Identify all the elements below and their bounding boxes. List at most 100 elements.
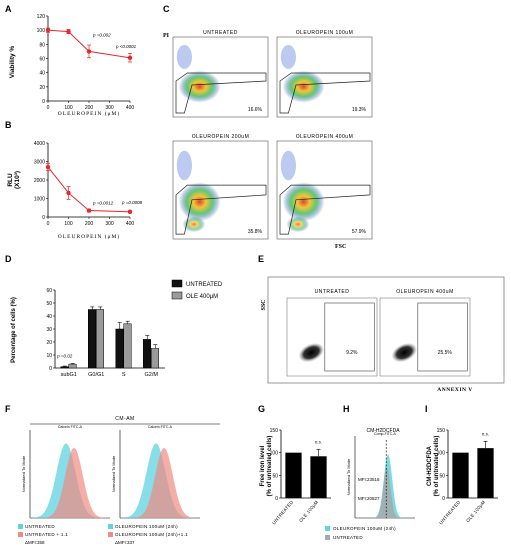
panel-label-E: E (258, 254, 264, 264)
panel-label-G: G (258, 404, 265, 414)
chart-c-plot: OLEUROPEIN 100uM 19.3% (276, 30, 373, 118)
chart-c-dot-cloud (282, 182, 325, 222)
chart-d-ytick-label: 30 (46, 327, 52, 333)
chart-f-title: CM-AM (115, 416, 134, 422)
chart-d-legend-label: UNTREATED (186, 282, 223, 288)
chart-e-plot-frame (379, 297, 471, 377)
chart-e-plot-frame (286, 297, 378, 377)
chart-e-ylabel: SSC (261, 299, 267, 310)
panel-label-B: B (5, 120, 12, 130)
chart-a-xtick-label: 100 (64, 105, 73, 111)
chart-a-ytick-label: 120 (37, 14, 46, 20)
chart-b-point (45, 164, 51, 170)
chart-h-mfi: MFI:23516 (358, 477, 380, 482)
chart-d-xtick-label: S (122, 372, 126, 378)
chart-a-series-line (47, 29, 131, 59)
chart-f-xlabel: Calcein FITC-A (148, 425, 173, 429)
chart-a-annotation: p =0.002 (92, 32, 111, 37)
chart-g-bar (285, 452, 302, 498)
chart-a-xtick-label: 400 (126, 105, 135, 111)
chart-a-xlabel: OLEUROPEIN (μM) (58, 110, 120, 117)
chart-b-xtick-label: 400 (126, 221, 135, 227)
chart-h-title: CM-H2DCFDA (366, 428, 400, 434)
chart-d-bar (123, 323, 132, 369)
chart-b: RLU (X10³) OLEUROPEIN (μM) 0100020003000… (7, 141, 143, 240)
chart-a-point (86, 49, 92, 54)
chart-b-annotation: p =0.0012 (92, 201, 114, 206)
chart-e-plot-title: UNTREATED (315, 289, 350, 295)
chart-i-ylabel: CM-H2DCFDA (427, 445, 433, 486)
chart-d-legend-swatch (171, 291, 183, 300)
chart-a-point (66, 29, 71, 34)
chart-d-ylabel: Percentage of cells (%) (11, 297, 17, 363)
chart-f-legend-delta: ΔMFI:337 (115, 540, 135, 545)
chart-h-ylabel: Normalized To Mode (346, 458, 351, 495)
chart-b-xtick-label: 200 (85, 221, 94, 227)
chart-e-plot-percent: 25.5% (438, 350, 453, 356)
chart-d-xtick-label: subG1 (61, 372, 77, 378)
chart-b-ytick-label: 2000 (34, 178, 45, 184)
chart-h-legend-swatch (325, 526, 330, 531)
chart-c-plot-percent: 35.8% (248, 229, 263, 235)
chart-i-ytick-label: 150 (437, 428, 446, 434)
chart-f-legend-label: OLEUROPEIN 100uM (24h) (115, 524, 178, 529)
chart-b-xtick-label: 0 (47, 221, 50, 227)
chart-b-ytick-label: 1000 (34, 197, 45, 203)
chart-d-ytick-label: 40 (46, 314, 52, 320)
chart-c-dot-cloud (176, 150, 192, 181)
chart-d-ytick-label: 10 (46, 353, 52, 359)
chart-f-legend-swatch (18, 524, 23, 529)
chart-f-legend-label: UNTREATED (25, 524, 55, 529)
chart-b-ytick-label: 0 (42, 215, 45, 221)
chart-d-bar (151, 348, 159, 369)
chart-c-plot: UNTREATED 16.6% (172, 30, 269, 118)
chart-d-legend-label: OLE 400μM (186, 294, 218, 300)
chart-f-legend-delta: ΔMFI:358 (25, 540, 45, 545)
chart-g-xtick-label: UNTREATED (271, 499, 294, 525)
chart-d-bar (60, 366, 69, 369)
chart-d-bar (143, 339, 151, 369)
chart-c-dot-cloud (178, 70, 221, 103)
chart-c-dot-cloud (182, 216, 206, 233)
chart-i-xtick-label: OLE 100μM (465, 499, 486, 523)
chart-h-hist-untreated (355, 467, 415, 518)
chart-i-ytick-label: 100 (437, 451, 446, 457)
chart-f-legend-swatch (108, 524, 113, 529)
chart-c-plot-title: OLEUROPEIN 400uM (296, 134, 353, 140)
chart-c-xlabel: FSC (335, 244, 346, 250)
chart-a-annotation: p <0.0001 (115, 44, 137, 49)
chart-h-legend-swatch (325, 535, 330, 540)
chart-b-ylabel: RLU (7, 173, 14, 187)
chart-b-annotation: p =0.0008 (121, 200, 143, 205)
chart-e-density (391, 342, 418, 363)
chart-d-xtick-label: G2/M (145, 372, 159, 378)
chart-g: Free iron level (% of untreated cells) 0… (260, 428, 331, 526)
chart-c-gate (175, 72, 267, 114)
chart-c: PI FSC UNTREATED 16.6% OLEUROPEIN 100uM 19.… (163, 30, 373, 250)
chart-d-bar (115, 328, 124, 369)
chart-a-ytick-label: 0 (42, 99, 45, 105)
chart-a: Viability % OLEUROPEIN (μM) 0 20 40 60 80 100… (9, 14, 137, 117)
chart-i-ytick-label: 0 (442, 496, 445, 502)
chart-g-ytick-label: 150 (270, 428, 279, 434)
chart-i-bar (452, 452, 469, 498)
chart-i-ylabel2: (% of untreated cells) (434, 436, 440, 497)
chart-d-xtick-label: G0/G1 (88, 372, 104, 378)
chart-f-ylabel: Normalized To Mode (21, 455, 26, 492)
chart-c-dot-cloud (282, 70, 325, 103)
chart-i-ytick-label: 50 (439, 473, 445, 479)
chart-c-gate (175, 184, 267, 235)
chart-i-annotation: n.s. (482, 431, 489, 436)
chart-b-point (127, 209, 133, 215)
chart-e-frame (267, 276, 505, 384)
chart-f-legend-label: OLEUROPEIN 100uM (24h)+1.1 (115, 532, 188, 537)
chart-b-ylabel2: (X10³) (14, 171, 21, 189)
chart-e-gate (324, 302, 375, 372)
chart-g-ytick-label: 0 (275, 496, 278, 502)
chart-c-plot: OLEUROPEIN 400uM 57.9% (276, 134, 373, 240)
chart-b-ytick-label: 3000 (34, 160, 45, 166)
chart-i-xtick-label: UNTREATED (438, 499, 461, 525)
chart-d-ytick-label: 0 (49, 366, 52, 372)
chart-a-ytick-label: 100 (37, 28, 46, 34)
